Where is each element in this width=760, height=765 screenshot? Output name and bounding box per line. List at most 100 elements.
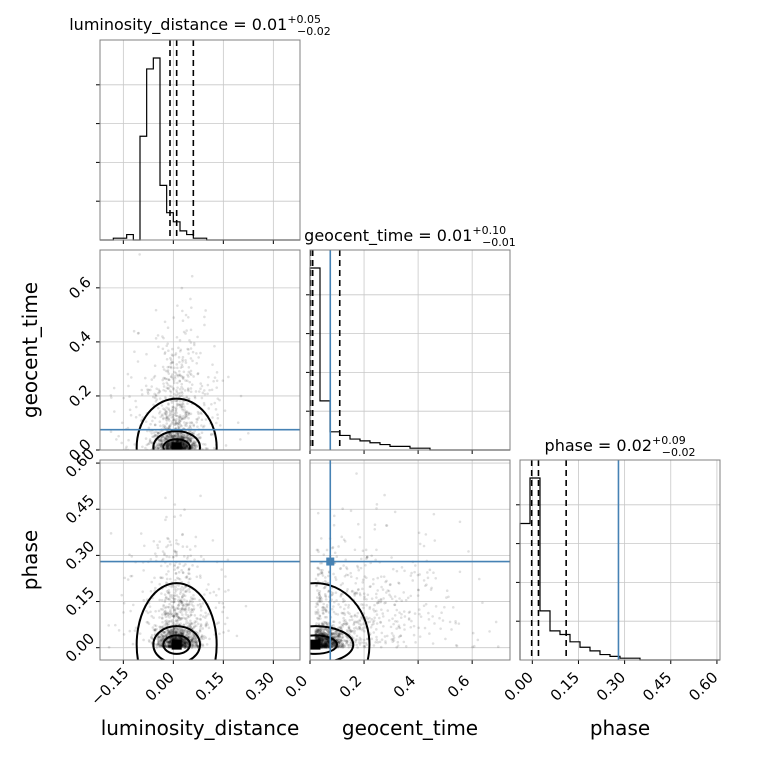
scatter-point bbox=[153, 624, 157, 627]
scatter-point bbox=[173, 591, 177, 594]
scatter-point bbox=[172, 434, 176, 438]
scatter-point bbox=[183, 389, 187, 392]
scatter-point bbox=[169, 433, 172, 436]
scatter-point bbox=[320, 643, 323, 647]
scatter-point bbox=[199, 387, 202, 391]
scatter-point bbox=[318, 598, 322, 602]
scatter-point bbox=[196, 433, 199, 437]
scatter-point bbox=[153, 423, 157, 427]
scatter-point bbox=[322, 645, 325, 648]
scatter-point bbox=[164, 644, 167, 648]
scatter-point bbox=[174, 619, 177, 623]
scatter-point bbox=[166, 446, 170, 449]
scatter-point bbox=[207, 626, 211, 630]
scatter-point bbox=[169, 639, 173, 642]
scatter-point bbox=[324, 637, 328, 640]
scatter-point bbox=[182, 444, 185, 447]
scatter-point bbox=[316, 589, 319, 592]
scatter-point bbox=[176, 635, 179, 639]
scatter-point bbox=[151, 415, 155, 419]
scatter-point bbox=[162, 385, 166, 388]
scatter-point bbox=[175, 554, 178, 558]
scatter-point bbox=[324, 631, 327, 635]
scatter-point bbox=[196, 622, 200, 626]
scatter-point bbox=[163, 553, 166, 557]
scatter-point bbox=[185, 395, 189, 399]
scatter-point bbox=[343, 540, 347, 543]
scatter-point bbox=[400, 566, 404, 569]
scatter-point bbox=[395, 627, 398, 630]
scatter-point bbox=[354, 640, 358, 643]
scatter-point bbox=[359, 641, 363, 644]
scatter-point bbox=[149, 557, 153, 561]
scatter-point bbox=[318, 594, 321, 597]
scatter-point bbox=[327, 640, 330, 644]
scatter-point bbox=[356, 611, 360, 615]
scatter-point bbox=[173, 628, 176, 632]
scatter-point bbox=[326, 641, 329, 645]
scatter-point bbox=[167, 403, 170, 406]
scatter-point bbox=[183, 642, 187, 645]
scatter-point bbox=[175, 404, 179, 408]
scatter-point bbox=[181, 447, 184, 450]
scatter-point bbox=[171, 620, 174, 624]
scatter-point bbox=[176, 587, 180, 591]
scatter-point bbox=[389, 595, 393, 598]
scatter-point bbox=[375, 507, 378, 510]
scatter-point bbox=[164, 630, 167, 633]
scatter-point bbox=[418, 635, 422, 638]
scatter-point bbox=[174, 423, 177, 427]
scatter-point bbox=[326, 640, 330, 643]
scatter-point bbox=[160, 413, 164, 416]
scatter-point bbox=[170, 584, 174, 587]
scatter-point bbox=[165, 619, 168, 622]
scatter-point bbox=[191, 637, 194, 640]
scatter-point bbox=[178, 628, 181, 632]
scatter-point bbox=[182, 643, 186, 647]
scatter-point bbox=[323, 638, 327, 641]
scatter-point bbox=[187, 602, 191, 605]
scatter-point bbox=[381, 612, 385, 615]
scatter-point bbox=[177, 439, 180, 443]
scatter-point bbox=[334, 612, 338, 616]
scatter-point bbox=[181, 442, 185, 446]
scatter-point bbox=[186, 446, 190, 450]
scatter-point bbox=[454, 643, 458, 647]
scatter-point bbox=[166, 628, 169, 632]
scatter-point bbox=[165, 639, 169, 643]
scatter-point bbox=[198, 617, 202, 621]
scatter-point bbox=[186, 447, 189, 450]
scatter-point bbox=[418, 542, 422, 546]
scatter-point bbox=[342, 645, 345, 648]
scatter-point bbox=[193, 597, 197, 601]
scatter-point bbox=[321, 643, 324, 646]
scatter-point bbox=[386, 589, 390, 592]
scatter-point bbox=[323, 643, 327, 647]
contour-line bbox=[152, 430, 201, 450]
scatter-point bbox=[166, 342, 170, 345]
scatter-point bbox=[176, 434, 180, 437]
scatter-point bbox=[168, 629, 172, 633]
scatter-point bbox=[182, 442, 186, 446]
scatter-point bbox=[172, 440, 176, 443]
scatter-point bbox=[165, 632, 169, 636]
scatter-point bbox=[200, 412, 203, 416]
scatter-point bbox=[318, 614, 321, 618]
scatter-point bbox=[164, 447, 168, 450]
scatter-point bbox=[167, 631, 170, 635]
scatter-point bbox=[173, 613, 177, 616]
scatter-point bbox=[174, 636, 178, 640]
scatter-point bbox=[177, 439, 181, 443]
scatter-point bbox=[169, 619, 172, 623]
scatter-point bbox=[180, 435, 184, 438]
scatter-point bbox=[179, 628, 183, 631]
scatter-point bbox=[167, 591, 170, 595]
scatter-point bbox=[167, 445, 171, 448]
scatter-point bbox=[441, 619, 445, 622]
scatter-point bbox=[181, 643, 185, 647]
scatter-point bbox=[182, 370, 186, 374]
scatter-point bbox=[196, 418, 199, 421]
scatter-point bbox=[189, 373, 193, 377]
scatter-point bbox=[177, 426, 181, 430]
scatter-point bbox=[164, 633, 168, 637]
